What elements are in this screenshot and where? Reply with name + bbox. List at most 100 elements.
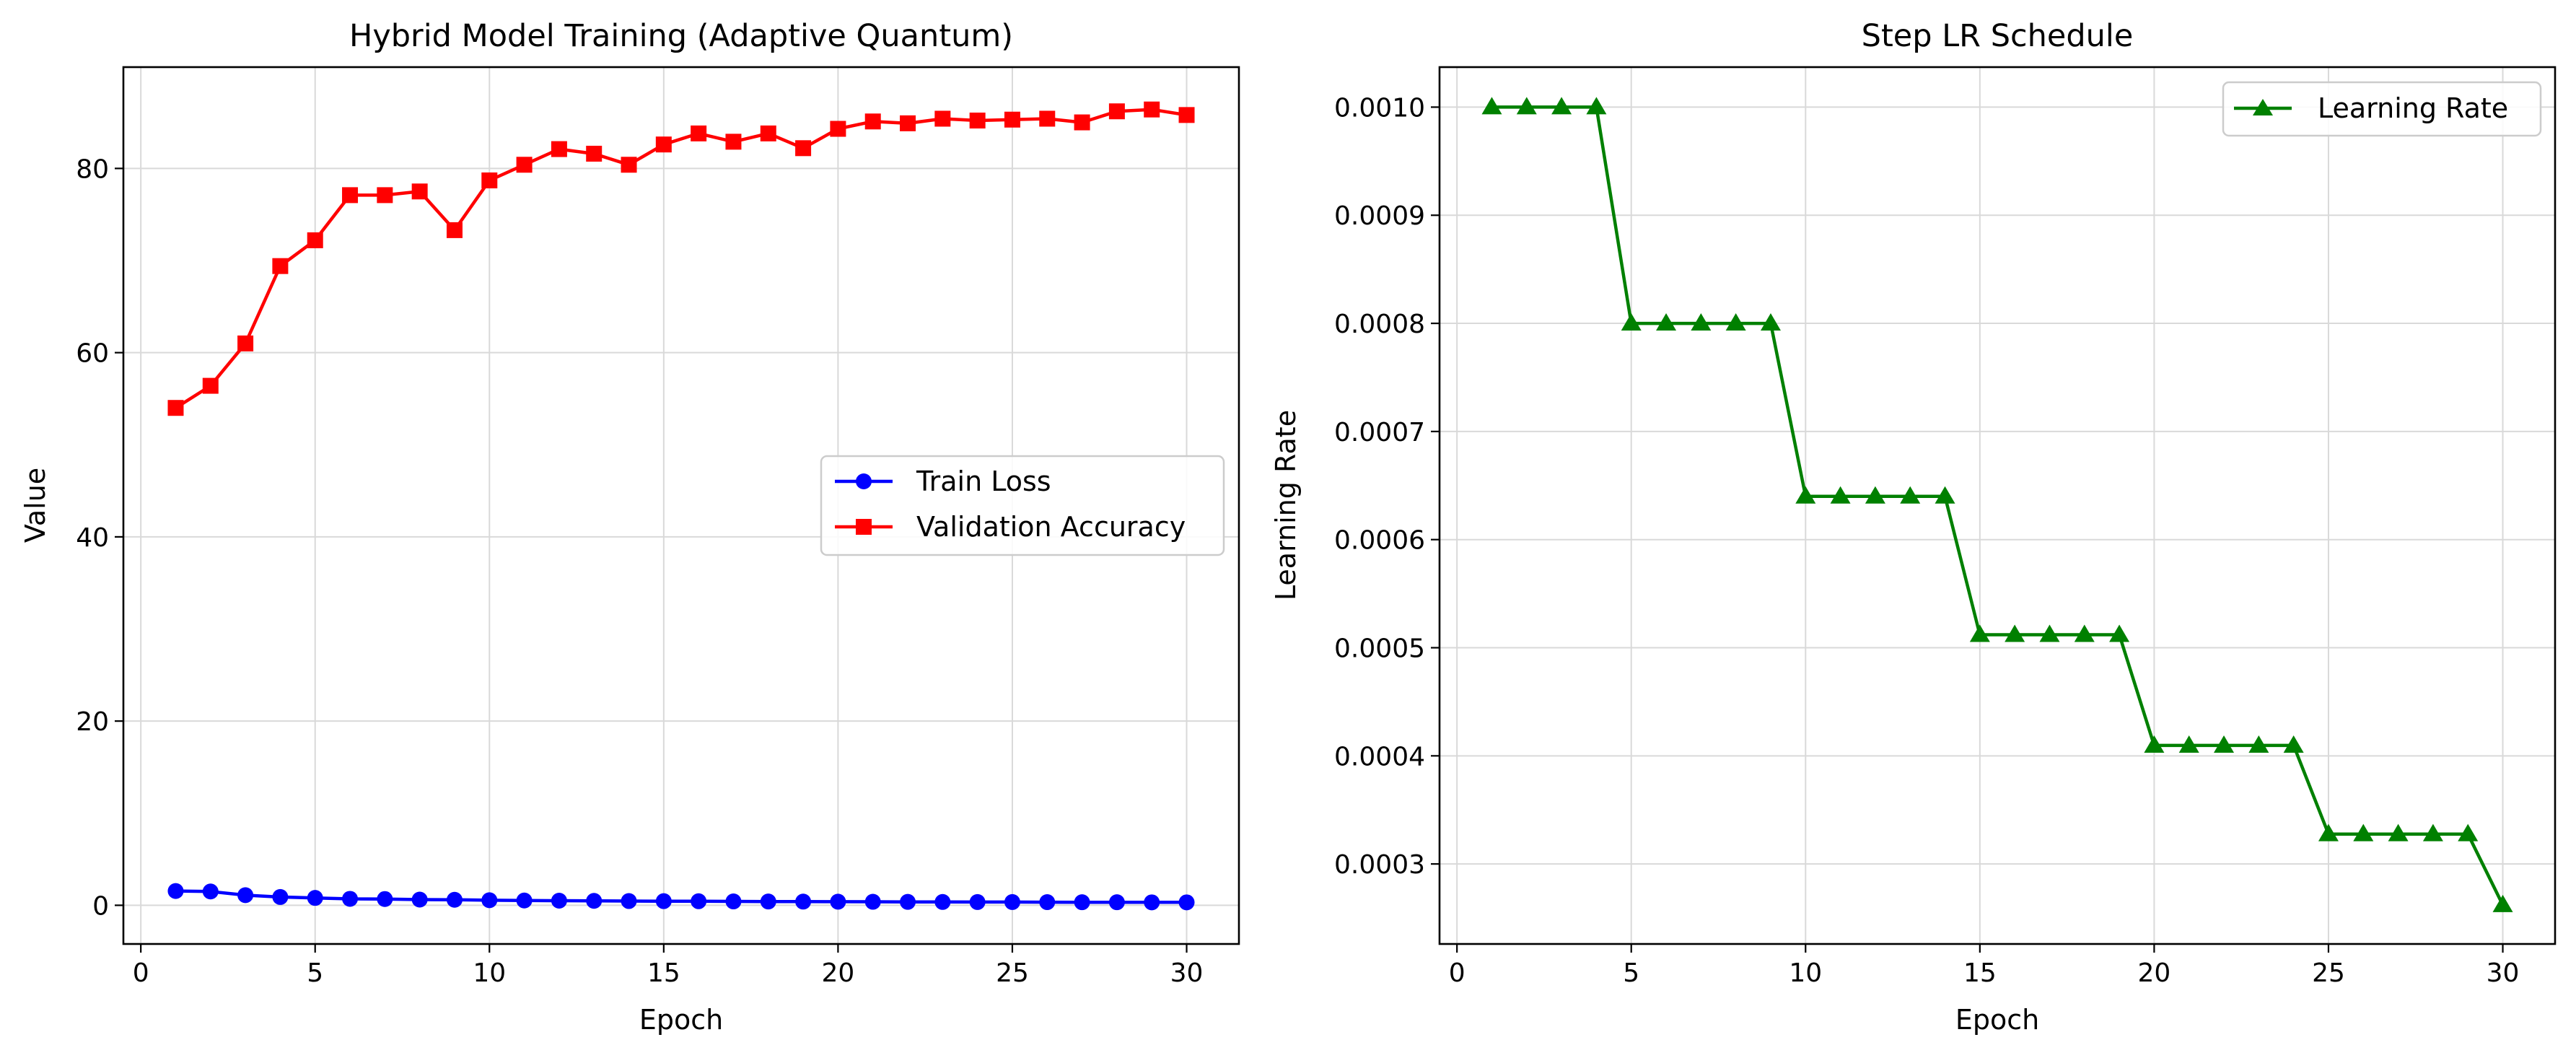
validation-accuracy-point <box>725 134 742 150</box>
lr-schedule-chart-title: Step LR Schedule <box>1862 18 2134 54</box>
x-tick-label: 10 <box>1789 958 1822 988</box>
validation-accuracy-point <box>760 125 776 141</box>
train-loss-point <box>516 892 533 909</box>
y-tick-label: 60 <box>76 339 109 369</box>
lr-schedule-chart: 0 5 10 15 20 25 30 0.0003 0.0004 0.0005 0.0006 0.00… <box>1270 18 2557 1036</box>
y-tick-label: 0.0006 <box>1334 526 1425 556</box>
training-chart-axes-frame <box>122 66 1240 945</box>
learning-rate-point <box>1691 313 1712 331</box>
x-tick-label: 20 <box>822 958 855 988</box>
train-loss-point <box>237 887 254 904</box>
training-chart-title: Hybrid Model Training (Adaptive Quantum) <box>349 18 1013 54</box>
train-loss-point <box>934 893 951 910</box>
validation-accuracy-line <box>175 108 1187 410</box>
validation-accuracy-point <box>621 157 637 173</box>
train-loss-point <box>969 893 986 910</box>
validation-accuracy-point <box>864 113 881 130</box>
y-tick-label: 80 <box>76 154 109 184</box>
validation-accuracy-point <box>481 172 498 188</box>
x-tick-label: 5 <box>307 958 323 988</box>
validation-accuracy-point <box>516 157 533 173</box>
training-chart-legend: Train Loss Validation Accuracy <box>820 455 1225 556</box>
validation-accuracy-point <box>272 258 289 274</box>
validation-accuracy-point <box>1178 107 1195 123</box>
learning-rate-point <box>1969 624 1990 642</box>
lr-schedule-chart-legend-box <box>2222 81 2542 137</box>
lr-schedule-chart-grid <box>1440 67 2555 944</box>
legend-validation-accuracy-marker <box>856 519 872 535</box>
x-tick-label: 25 <box>996 958 1029 988</box>
validation-accuracy-point <box>342 187 359 204</box>
lr-schedule-chart-ylabel: Learning Rate <box>1270 410 1302 600</box>
x-tick-label: 5 <box>1623 958 1639 988</box>
lr-schedule-chart-axes-frame <box>1438 66 2557 945</box>
train-loss-point <box>725 893 742 910</box>
learning-rate-point <box>1586 97 1607 115</box>
validation-accuracy-point <box>1108 103 1125 120</box>
x-tick-label: 30 <box>2487 958 2520 988</box>
validation-accuracy-point <box>307 232 323 248</box>
learning-rate-point <box>2039 624 2060 642</box>
validation-accuracy-point <box>655 136 672 153</box>
x-tick-label: 25 <box>2312 958 2345 988</box>
learning-rate-point <box>1656 313 1677 331</box>
validation-accuracy-point <box>795 140 812 157</box>
x-tick-label: 30 <box>1170 958 1204 988</box>
learning-rate-point <box>2492 894 2513 912</box>
validation-accuracy-point <box>969 113 986 129</box>
train-loss-point <box>1144 894 1160 911</box>
validation-accuracy-point <box>1004 111 1020 128</box>
learning-rate-point <box>2353 823 2374 841</box>
validation-accuracy-point <box>551 141 567 157</box>
training-chart-series <box>167 101 1195 911</box>
train-loss-point <box>760 893 776 910</box>
learning-rate-point <box>1935 486 1955 504</box>
lr-schedule-chart-xlabel: Epoch <box>1955 1004 2039 1036</box>
validation-accuracy-point <box>1144 101 1160 118</box>
y-tick-label: 0.0005 <box>1334 634 1425 664</box>
lr-schedule-chart-ticks: 0 5 10 15 20 25 30 0.0003 0.0004 0.0005 0.0006 0.00… <box>1334 93 2519 988</box>
x-tick-label: 20 <box>2138 958 2171 988</box>
validation-accuracy-point <box>1039 110 1056 127</box>
learning-rate-point <box>2144 735 2165 753</box>
validation-accuracy-point <box>202 377 219 394</box>
y-tick-label: 0.0004 <box>1334 742 1425 771</box>
train-loss-point <box>446 891 463 908</box>
validation-accuracy-point <box>167 400 184 416</box>
train-loss-point <box>167 883 184 899</box>
learning-rate-point <box>1725 313 1746 331</box>
y-tick-label: 0 <box>92 891 109 921</box>
lr-schedule-chart-series <box>1481 97 2513 912</box>
training-chart-legend-box <box>820 455 1225 556</box>
learning-rate-point <box>2388 823 2409 841</box>
learning-rate-point <box>2005 624 2025 642</box>
y-tick-label: 0.0009 <box>1334 201 1425 231</box>
learning-rate-point <box>2178 735 2199 753</box>
train-loss-point <box>1039 894 1056 911</box>
validation-accuracy-point <box>934 110 951 127</box>
x-tick-label: 0 <box>1449 958 1466 988</box>
x-tick-label: 0 <box>133 958 149 988</box>
legend-learning-rate-marker <box>2253 99 2273 115</box>
learning-rate-point <box>2214 735 2235 753</box>
learning-rate-point <box>1551 97 1572 115</box>
validation-accuracy-point <box>237 335 254 351</box>
y-tick-label: 40 <box>76 523 109 553</box>
train-loss-point <box>377 891 393 907</box>
validation-accuracy-point <box>830 121 846 137</box>
learning-rate-point <box>1760 313 1781 331</box>
validation-accuracy-point <box>586 145 603 162</box>
learning-rate-point <box>1795 486 1816 504</box>
training-chart: 0 5 10 15 20 25 30 0 20 40 60 80 Hybrid Model Train… <box>19 18 1240 1036</box>
train-loss-point <box>342 891 359 907</box>
train-loss-point <box>830 893 846 910</box>
y-tick-label: 0.0008 <box>1334 310 1425 339</box>
legend-train-loss-marker <box>856 473 872 489</box>
learning-rate-point <box>2109 624 2130 642</box>
train-loss-point <box>586 893 603 909</box>
learning-rate-point <box>1516 97 1537 115</box>
train-loss-point <box>795 893 812 910</box>
train-loss-point <box>1074 894 1090 911</box>
legend-validation-accuracy-label: Validation Accuracy <box>916 511 1186 543</box>
train-loss-point <box>411 891 428 908</box>
